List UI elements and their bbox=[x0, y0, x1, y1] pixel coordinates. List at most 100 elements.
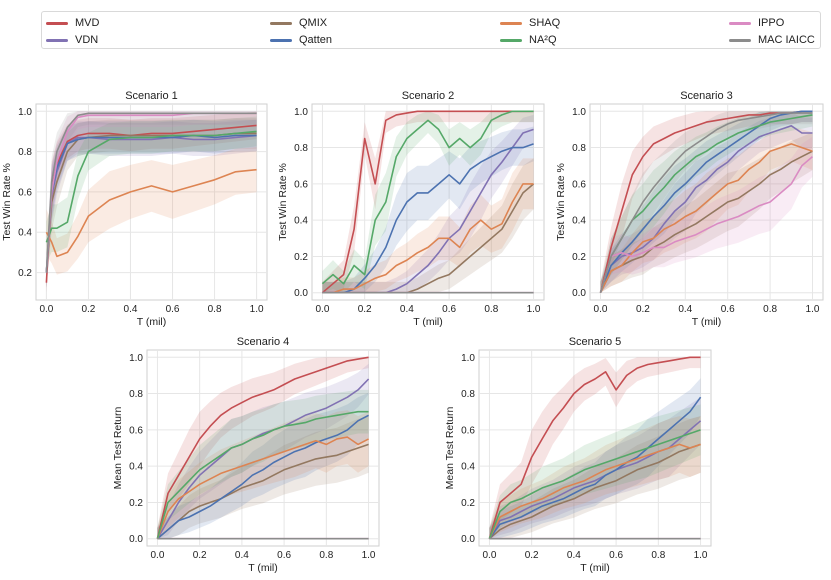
x-tick-label: 1.0 bbox=[694, 550, 708, 561]
legend-label-na2q: NA²Q bbox=[529, 34, 557, 46]
plot-area bbox=[146, 349, 380, 547]
legend-item-qatten: Qatten bbox=[270, 33, 332, 47]
x-tick-label: 0.2 bbox=[636, 304, 650, 315]
series-line-qatten bbox=[322, 143, 534, 294]
series-line-qatten bbox=[45, 134, 257, 273]
band-na2q bbox=[157, 389, 369, 539]
series-group bbox=[488, 356, 702, 540]
band-qatten bbox=[322, 126, 534, 293]
series-line-na2q bbox=[488, 429, 701, 539]
y-tick-label: 1.0 bbox=[572, 107, 586, 118]
x-tick-label: 0.4 bbox=[124, 304, 138, 315]
legend-item-mac-iaicc: MAC IAICC bbox=[729, 33, 815, 47]
band-qatten bbox=[46, 119, 257, 288]
band-qmix bbox=[322, 158, 534, 293]
y-axis-label: Mean Test Return bbox=[444, 407, 456, 490]
x-tick-label: 0.6 bbox=[277, 550, 291, 561]
legend-item-mvd: MVD bbox=[46, 16, 99, 30]
x-tick-label: 0.6 bbox=[721, 304, 735, 315]
x-tick-label: 0.4 bbox=[567, 550, 581, 561]
x-tick-label: 0.4 bbox=[400, 304, 414, 315]
legend-swatch-shaq bbox=[500, 21, 522, 25]
x-axis-label: T (mil) bbox=[580, 562, 610, 574]
series-line-qmix bbox=[156, 443, 369, 540]
x-tick-label: 0.4 bbox=[235, 550, 249, 561]
x-tick-label: 0.6 bbox=[442, 304, 456, 315]
y-tick-label: 0.2 bbox=[572, 252, 586, 263]
y-tick-label: 0.6 bbox=[129, 425, 143, 436]
y-tick-label: 0.2 bbox=[129, 498, 143, 509]
x-axis-label: T (mil) bbox=[137, 316, 167, 328]
chart-title: Scenario 3 bbox=[680, 90, 733, 102]
y-tick-label: 1.0 bbox=[461, 353, 475, 364]
series-line-qmix bbox=[599, 150, 813, 294]
band-vdn bbox=[46, 119, 257, 288]
series-group bbox=[156, 356, 370, 540]
series-line-vdn bbox=[599, 125, 813, 293]
y-tick-label: 0.4 bbox=[129, 462, 143, 473]
band-na2q bbox=[46, 116, 257, 264]
chart-legend: MVD VDN QMIX Qatten SHAQ NA²Q IPPO MAC I… bbox=[41, 11, 821, 49]
band-qmix bbox=[157, 416, 369, 539]
legend-label-mac-iaicc: MAC IAICC bbox=[758, 34, 815, 46]
legend-swatch-qmix bbox=[270, 21, 292, 25]
legend-swatch-vdn bbox=[46, 38, 68, 42]
x-tick-label: 0.0 bbox=[594, 304, 608, 315]
y-tick-label: 0.6 bbox=[461, 425, 475, 436]
y-tick-label: 1.0 bbox=[294, 107, 308, 118]
y-tick-label: 0.2 bbox=[18, 268, 32, 279]
band-qmix bbox=[489, 416, 701, 539]
legend-swatch-ippo bbox=[729, 21, 751, 25]
series-line-na2q bbox=[156, 410, 369, 539]
x-tick-label: 0.2 bbox=[525, 550, 539, 561]
band-shaq bbox=[46, 147, 257, 275]
band-mvd bbox=[157, 357, 369, 539]
y-axis-label: Test Win Rate % bbox=[1, 163, 13, 241]
y-axis-label: Test Win Rate % bbox=[277, 163, 289, 241]
y-tick-label: 0.8 bbox=[572, 143, 586, 154]
series-group bbox=[599, 110, 814, 294]
y-tick-label: 0.6 bbox=[18, 187, 32, 198]
x-tick-label: 1.0 bbox=[250, 304, 264, 315]
series-line-shaq bbox=[322, 183, 534, 294]
series-line-mvd bbox=[45, 124, 257, 283]
series-line-ippo bbox=[599, 155, 814, 293]
legend-item-vdn: VDN bbox=[46, 33, 98, 47]
legend-label-vdn: VDN bbox=[75, 34, 99, 46]
y-tick-label: 0.8 bbox=[461, 389, 475, 400]
band-vdn bbox=[322, 114, 534, 293]
x-tick-label: 0.2 bbox=[81, 304, 95, 315]
plot-area bbox=[311, 103, 545, 301]
series-line-vdn bbox=[45, 134, 257, 273]
legend-item-shaq: SHAQ bbox=[500, 16, 560, 30]
x-axis-label: T (mil) bbox=[413, 316, 443, 328]
legend-swatch-qatten bbox=[270, 38, 292, 42]
y-tick-label: 1.0 bbox=[18, 107, 32, 118]
x-tick-label: 0.0 bbox=[482, 550, 496, 561]
band-mvd bbox=[489, 357, 701, 539]
legend-label-qmix: QMIX bbox=[299, 17, 328, 29]
band-shaq bbox=[489, 416, 701, 539]
series-line-vdn bbox=[156, 378, 370, 540]
y-tick-label: 0.4 bbox=[18, 228, 32, 239]
legend-swatch-mac-iaicc bbox=[729, 38, 751, 42]
x-tick-label: 0.8 bbox=[208, 304, 222, 315]
y-tick-label: 0.2 bbox=[461, 498, 475, 509]
band-ippo bbox=[600, 136, 813, 293]
band-qmix bbox=[600, 132, 813, 293]
x-tick-label: 0.2 bbox=[358, 304, 372, 315]
y-tick-label: 0.8 bbox=[129, 389, 143, 400]
y-tick-label: 0.0 bbox=[129, 534, 143, 545]
x-tick-label: 0.8 bbox=[763, 304, 777, 315]
series-line-na2q bbox=[599, 114, 813, 293]
series-line-qatten bbox=[488, 396, 702, 540]
chart-title: Scenario 1 bbox=[125, 90, 178, 102]
x-tick-label: 0.4 bbox=[678, 304, 692, 315]
y-axis-label: Test Win Rate % bbox=[555, 163, 567, 241]
y-tick-label: 0.4 bbox=[461, 462, 475, 473]
y-axis-label: Mean Test Return bbox=[112, 407, 124, 490]
